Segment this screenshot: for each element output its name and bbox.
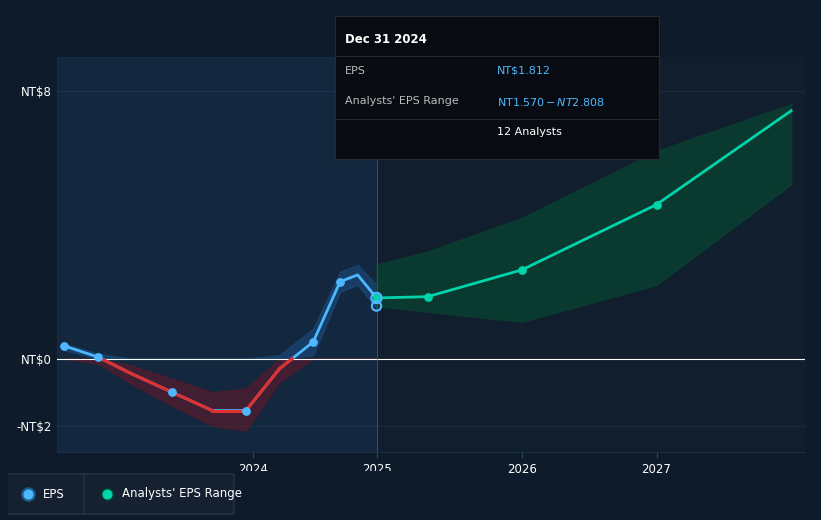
FancyBboxPatch shape [85,474,234,514]
Point [370,294,383,302]
Point [100,490,113,498]
Text: Analysts' EPS Range: Analysts' EPS Range [122,488,242,500]
Text: 12 Analysts: 12 Analysts [497,127,562,137]
Text: Dec 31 2024: Dec 31 2024 [345,33,427,46]
Point [333,278,346,286]
Point [91,353,104,361]
Text: Analysts' EPS Range: Analysts' EPS Range [345,96,458,106]
Point [370,294,383,302]
Text: NT$1.570 - NT$2.808: NT$1.570 - NT$2.808 [497,96,605,108]
Bar [57,57,377,452]
Point [165,388,178,396]
Point [100,490,113,498]
Point [307,337,320,346]
Text: Analysts Forecasts: Analysts Forecasts [382,74,485,84]
Text: EPS: EPS [44,488,65,500]
Point [240,406,253,414]
Point [21,490,34,498]
Text: Actual: Actual [336,74,371,84]
Point [57,342,71,350]
Point [421,293,434,301]
Point [370,294,383,302]
Text: NT$1.812: NT$1.812 [497,66,551,75]
FancyBboxPatch shape [7,474,86,514]
Point [516,266,529,274]
Text: EPS: EPS [345,66,365,75]
Point [370,302,383,310]
Point [650,200,663,209]
Point [21,490,34,498]
